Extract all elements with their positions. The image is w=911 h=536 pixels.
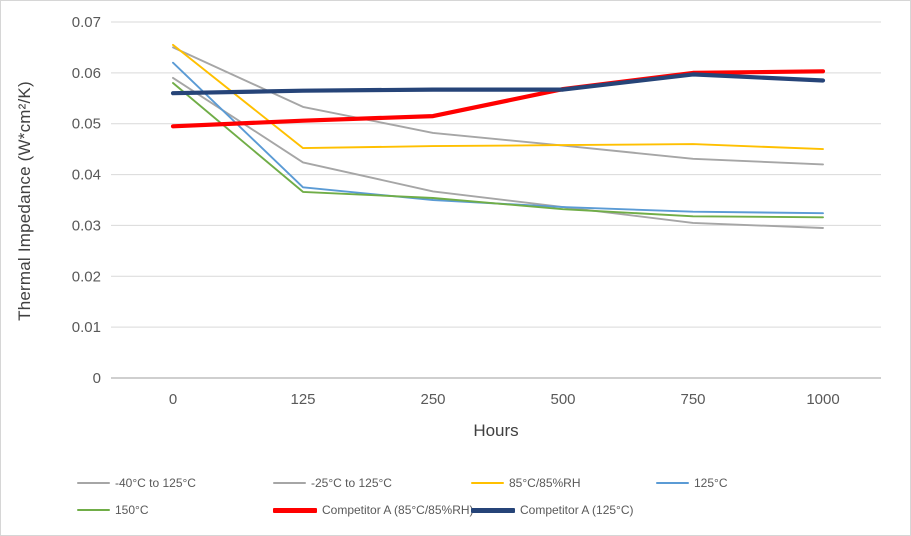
legend-item: 125°C <box>656 475 728 491</box>
legend-item: -25°C to 125°C <box>273 475 392 491</box>
x-tick-label: 0 <box>169 391 177 408</box>
series-line <box>172 43 824 151</box>
series-line <box>170 69 826 129</box>
x-tick-label: 125 <box>290 391 315 408</box>
legend-label: 125°C <box>694 476 728 490</box>
legend-label: 150°C <box>115 503 149 517</box>
series-line <box>170 72 826 96</box>
legend-item: -40°C to 125°C <box>77 475 196 491</box>
y-tick-label: 0.07 <box>72 14 101 31</box>
legend-label: -25°C to 125°C <box>311 476 392 490</box>
x-tick-label: 250 <box>420 391 445 408</box>
legend-item: Competitor A (125°C) <box>471 502 634 518</box>
y-tick-label: 0.05 <box>72 116 101 133</box>
legend-line-swatch-icon <box>273 507 317 513</box>
legend-label: Competitor A (85°C/85%RH) <box>322 503 474 517</box>
line-chart-plot: 0 0.01 0.02 0.03 0.04 0.05 0.06 0.07 0 125 250 500 7… <box>72 14 881 408</box>
legend-item: Competitor A (85°C/85%RH) <box>273 502 474 518</box>
legend-line-swatch-icon <box>656 482 689 484</box>
y-tick-label: 0.04 <box>72 167 101 184</box>
legend-line-swatch-icon <box>77 509 110 511</box>
y-tick-label: 0.03 <box>72 217 101 234</box>
y-tick-label: 0.06 <box>72 65 101 82</box>
legend-line-swatch-icon <box>77 482 110 484</box>
series-line <box>172 61 824 215</box>
legend-line-swatch-icon <box>273 482 306 484</box>
series-line <box>172 82 824 219</box>
y-tick-label: 0.01 <box>72 319 101 336</box>
y-axis-title: Thermal Impedance (W*cm²/K) <box>15 81 34 321</box>
y-tick-label: 0.02 <box>72 268 101 285</box>
y-tick-label: 0 <box>93 370 101 387</box>
series-line <box>172 76 824 229</box>
x-tick-label: 750 <box>680 391 705 408</box>
legend-label: -40°C to 125°C <box>115 476 196 490</box>
x-tick-label: 500 <box>550 391 575 408</box>
legend-line-swatch-icon <box>471 482 504 484</box>
x-axis-title: Hours <box>473 421 519 440</box>
legend-item: 150°C <box>77 502 149 518</box>
series-line <box>172 46 824 166</box>
legend-label: Competitor A (125°C) <box>520 503 634 517</box>
legend-line-swatch-icon <box>471 507 515 513</box>
x-tick-label: 1000 <box>806 391 839 408</box>
legend-item: 85°C/85%RH <box>471 475 581 491</box>
legend-label: 85°C/85%RH <box>509 476 581 490</box>
